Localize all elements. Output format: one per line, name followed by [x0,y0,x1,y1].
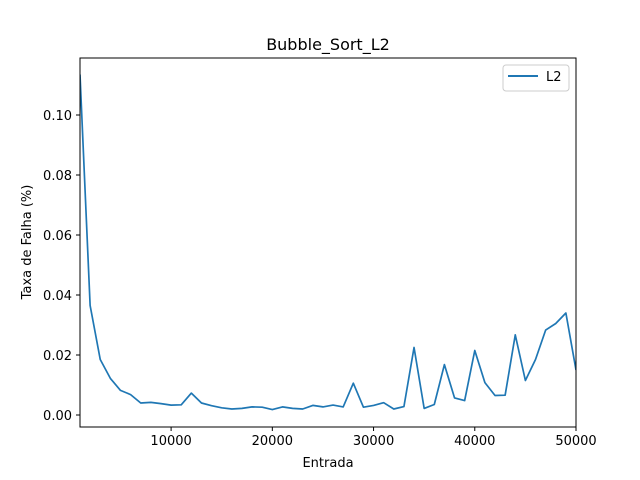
legend-label-l2: L2 [546,70,562,85]
chart-title: Bubble_Sort_L2 [266,35,390,55]
x-tick-label: 50000 [555,434,596,449]
y-tick-label: 0.00 [43,409,72,424]
y-tick-label: 0.10 [43,109,72,124]
y-tick-label: 0.02 [43,349,72,364]
y-tick-label: 0.06 [43,229,72,244]
plot-area [80,74,576,411]
legend-box [502,64,570,92]
y-axis: 0.00 0.02 0.04 0.06 0.08 0.10 [43,109,80,424]
x-tick-label: 40000 [454,434,495,449]
axes-frame [79,57,577,428]
y-tick-label: 0.04 [43,289,72,304]
x-axis-label: Entrada [302,456,353,471]
x-tick-label: 10000 [150,434,191,449]
y-axis-label: Taxa de Falha (%) [20,185,35,301]
legend: L2 [502,64,570,92]
y-tick-label: 0.08 [43,169,72,184]
x-axis: 10000 20000 30000 40000 50000 [150,427,597,449]
x-tick-label: 30000 [353,434,394,449]
x-tick-label: 20000 [252,434,293,449]
series-line-l2 [80,74,576,411]
